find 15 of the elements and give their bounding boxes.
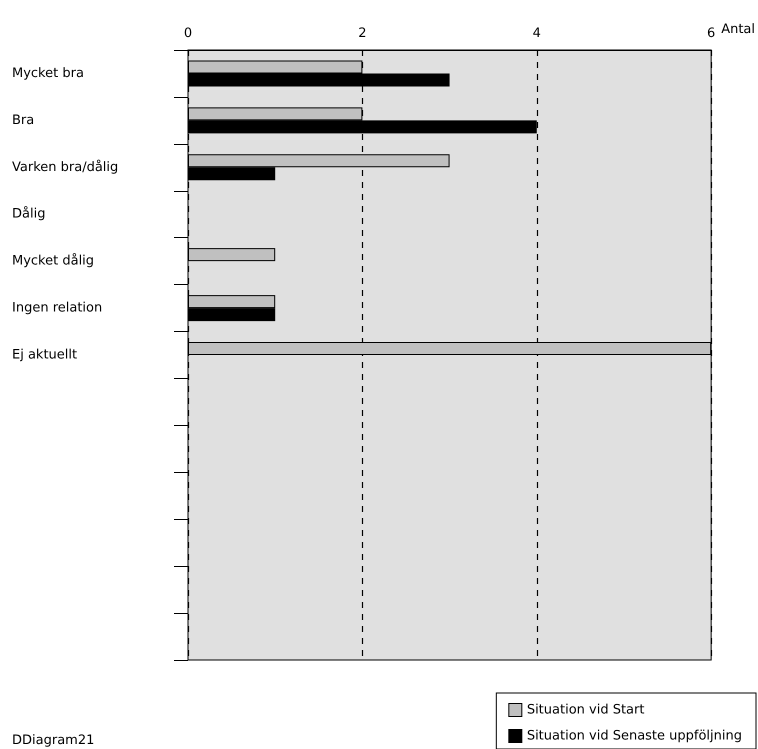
legend-label: Situation vid Senaste uppföljning [526,728,742,744]
text: DDiagram21 [12,733,94,748]
y-tick-label: Ej aktuellt [12,348,78,362]
x-tick-label: 4 [532,26,541,41]
y-tick-label: Mycket dålig [12,252,94,269]
x-tick-label: 6 [707,26,716,41]
y-tick-label: Varken bra/dålig [12,158,118,175]
legend-label: Situation vid Start [526,702,644,718]
x-axis-title: Antal [721,22,755,37]
y-tick-label: Mycket bra [12,66,84,81]
x-tick-label: 0 [184,26,192,41]
y-tick-label: Ingen relation [12,300,102,316]
y-tick-label: Bra [12,112,34,128]
x-tick-label: 2 [358,26,367,41]
y-tick-label: Dålig [12,206,46,222]
